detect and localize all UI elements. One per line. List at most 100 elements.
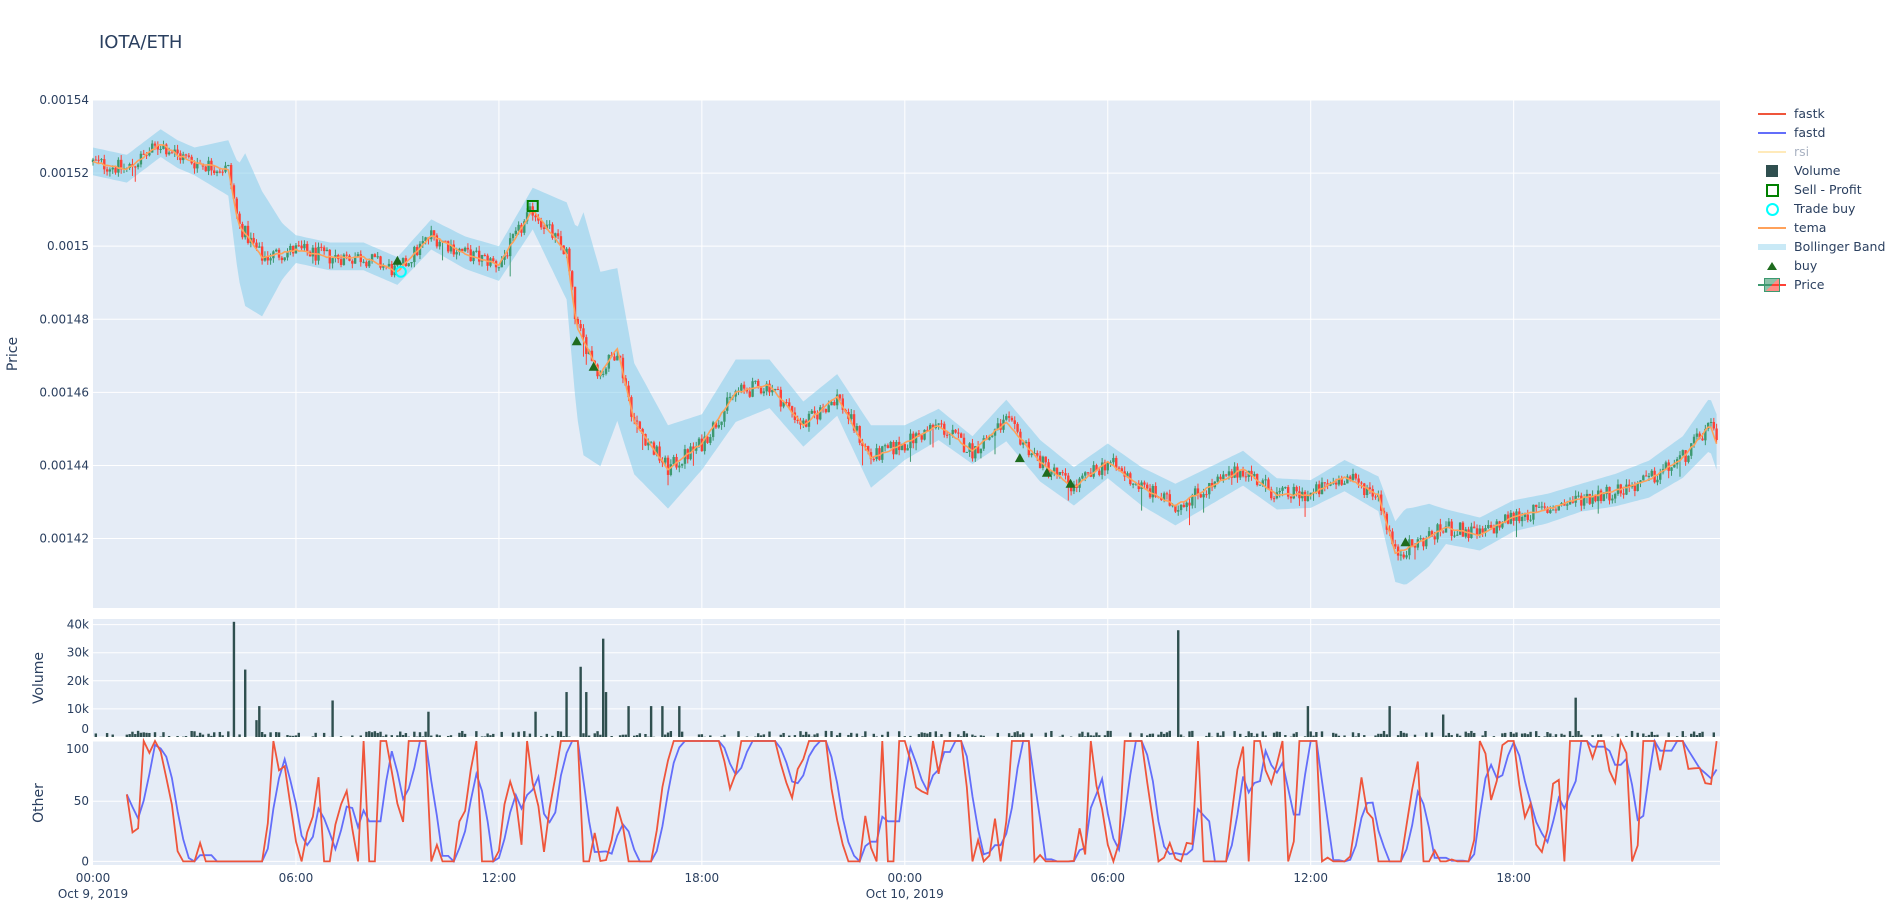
- candle-body: [1120, 468, 1124, 472]
- candle-body: [280, 257, 284, 261]
- candle-body: [1295, 486, 1298, 492]
- volume-bar: [1382, 730, 1386, 737]
- volume-bar: [1675, 736, 1679, 737]
- candle-body: [788, 402, 791, 407]
- legend-item-fastk[interactable]: fastk: [1756, 104, 1885, 123]
- candle-body: [1323, 482, 1327, 484]
- volume-bar: [331, 700, 334, 737]
- candle-body: [954, 429, 957, 433]
- candle-body: [100, 159, 103, 161]
- legend[interactable]: fastk fastd rsi Volume Sell - Profit Trade bu…: [1756, 104, 1885, 294]
- candle-body: [430, 230, 433, 240]
- volume-bar: [370, 732, 374, 737]
- volume-bar: [277, 732, 281, 737]
- legend-item-tema[interactable]: tema: [1756, 218, 1885, 237]
- volume-bar: [382, 736, 385, 737]
- volume-bar: [260, 731, 264, 737]
- candle-body: [218, 171, 222, 173]
- candle-body: [1464, 529, 1467, 537]
- volume-bar: [793, 735, 797, 737]
- candle-body: [1577, 495, 1580, 497]
- candle-body: [1526, 514, 1529, 520]
- volume-bar: [920, 732, 923, 737]
- volume-bar: [1546, 732, 1549, 737]
- volume-bar: [376, 732, 379, 737]
- volume-bar: [523, 731, 526, 737]
- legend-item-volume[interactable]: Volume: [1756, 161, 1885, 180]
- candle-body: [1224, 474, 1228, 476]
- candle-body: [542, 227, 546, 230]
- volume-bar: [263, 734, 267, 737]
- legend-item-price[interactable]: Price: [1756, 275, 1885, 294]
- candle-body: [813, 410, 816, 414]
- volume-bar: [1007, 733, 1011, 737]
- legend-item-trade-buy[interactable]: Trade buy: [1756, 199, 1885, 218]
- volume-bar: [1425, 732, 1428, 737]
- candle-body: [1115, 457, 1118, 468]
- candle-body: [771, 389, 774, 393]
- candle-body: [446, 241, 450, 252]
- sell-profit-marker: [526, 199, 539, 212]
- candle-body: [159, 148, 162, 150]
- volume-bar: [799, 731, 802, 737]
- volume-bar: [1019, 734, 1022, 737]
- candle-body: [762, 391, 766, 394]
- candle-body: [1007, 416, 1011, 418]
- candle-body: [635, 420, 639, 422]
- candle-body: [928, 424, 932, 431]
- candle-body: [246, 225, 250, 243]
- candle-body: [556, 233, 560, 237]
- volume-bar: [1103, 735, 1107, 737]
- candle-body: [917, 433, 921, 436]
- volume-bar: [134, 734, 137, 737]
- volume-bar: [269, 732, 272, 737]
- candle-body: [119, 159, 123, 170]
- legend-label: Bollinger Band: [1794, 239, 1886, 254]
- candle-body: [923, 429, 926, 440]
- candle-body: [1216, 476, 1219, 482]
- candle-body: [1013, 420, 1016, 424]
- volume-bar: [1650, 731, 1653, 737]
- volume-bar: [142, 732, 145, 737]
- volume-bar: [1515, 732, 1518, 737]
- candle-body: [382, 265, 385, 268]
- volume-bar: [461, 730, 464, 737]
- fastd-line: [125, 738, 1718, 864]
- legend-item-fastd[interactable]: fastd: [1756, 123, 1885, 142]
- volume-bar: [1016, 731, 1019, 737]
- candle-body: [649, 442, 653, 444]
- candle-body: [782, 402, 785, 407]
- volume-bar: [979, 735, 983, 737]
- volume-bar: [139, 732, 143, 737]
- candle-body: [517, 224, 520, 231]
- volume-bar: [1106, 730, 1109, 737]
- tema-line: [92, 143, 1718, 555]
- candle-body: [1650, 470, 1653, 476]
- volume-bar: [788, 735, 791, 737]
- volume-bar: [1129, 732, 1132, 737]
- legend-item-buy[interactable]: buy: [1756, 256, 1885, 275]
- candle-body: [1636, 482, 1639, 492]
- candle-body: [1222, 474, 1225, 480]
- price-y-tick-label: 0.0015: [47, 239, 89, 253]
- candle-body: [260, 246, 264, 261]
- volume-bar: [1250, 732, 1253, 737]
- volume-bar: [1084, 736, 1087, 737]
- legend-item-sell-profit[interactable]: Sell - Profit: [1756, 180, 1885, 199]
- legend-item-rsi[interactable]: rsi: [1756, 142, 1885, 161]
- volume-bar: [664, 734, 667, 737]
- volume-bar: [1568, 731, 1572, 737]
- volume-bar: [1109, 730, 1112, 737]
- candle-body: [449, 244, 453, 252]
- candle-body: [111, 167, 114, 170]
- candle-body: [785, 402, 788, 404]
- volume-y-tick-label: 0: [81, 722, 89, 736]
- candle-body: [1165, 493, 1169, 495]
- candle-body: [669, 464, 673, 475]
- volume-bar: [418, 732, 422, 737]
- legend-item-bollinger-band[interactable]: Bollinger Band: [1756, 237, 1885, 256]
- candle-body: [1523, 514, 1527, 518]
- volume-bar: [1295, 732, 1298, 737]
- volume-bar: [286, 734, 289, 737]
